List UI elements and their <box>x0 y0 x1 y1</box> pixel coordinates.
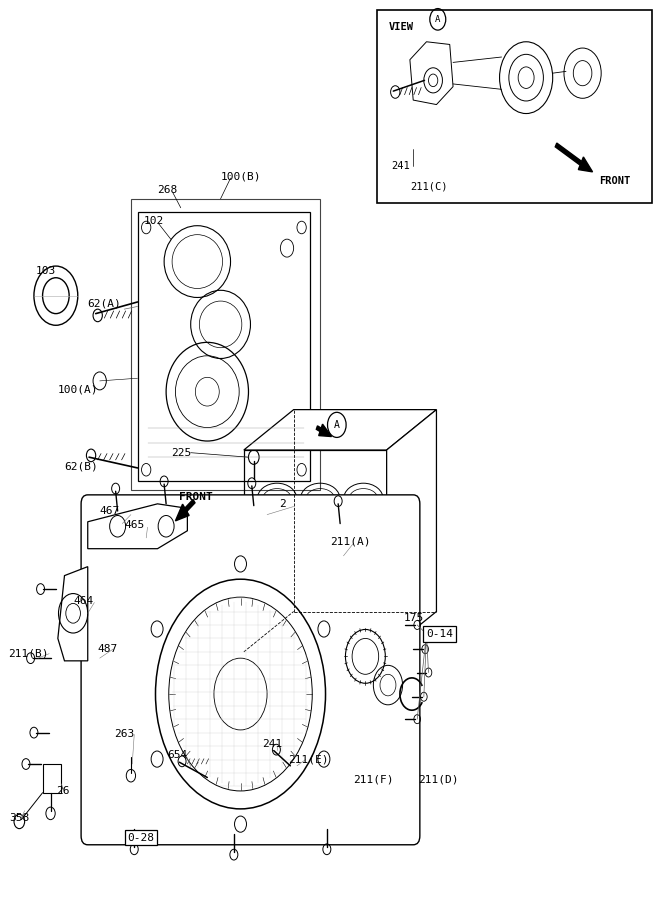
Text: 464: 464 <box>73 596 93 606</box>
Text: A: A <box>435 14 440 23</box>
Text: 211(B): 211(B) <box>8 649 49 659</box>
Text: 175: 175 <box>404 613 424 623</box>
Bar <box>251 572 380 643</box>
Text: VIEW: VIEW <box>389 22 414 32</box>
Text: 100(B): 100(B) <box>221 171 261 181</box>
Polygon shape <box>58 567 88 661</box>
FancyBboxPatch shape <box>81 495 420 845</box>
Text: 0-28: 0-28 <box>127 832 154 842</box>
Text: 263: 263 <box>114 729 135 740</box>
FancyArrow shape <box>316 424 331 436</box>
Text: 241: 241 <box>261 739 282 750</box>
Text: 268: 268 <box>157 184 177 194</box>
Text: 211(F): 211(F) <box>354 774 394 784</box>
Text: 358: 358 <box>9 813 29 823</box>
Text: 2: 2 <box>279 499 285 508</box>
Text: 211(C): 211(C) <box>410 182 448 192</box>
Text: 241: 241 <box>392 161 410 171</box>
Text: 62(A): 62(A) <box>88 299 121 309</box>
Text: 211(A): 211(A) <box>330 536 371 546</box>
Text: 0-14: 0-14 <box>426 629 454 639</box>
FancyArrow shape <box>175 500 195 521</box>
Text: 487: 487 <box>97 644 118 654</box>
Text: 103: 103 <box>36 266 56 275</box>
Text: 225: 225 <box>171 447 191 458</box>
Bar <box>137 212 310 482</box>
FancyArrow shape <box>555 143 592 172</box>
Text: 211(D): 211(D) <box>418 774 459 784</box>
Text: 467: 467 <box>99 506 120 516</box>
Bar <box>131 199 320 491</box>
Bar <box>377 11 652 203</box>
Text: 102: 102 <box>144 216 165 226</box>
Text: A: A <box>334 420 340 430</box>
Text: 465: 465 <box>124 520 145 530</box>
Text: 100(A): 100(A) <box>58 385 98 395</box>
Bar <box>244 450 387 652</box>
Polygon shape <box>88 504 187 549</box>
Text: 26: 26 <box>56 786 69 796</box>
Text: FRONT: FRONT <box>599 176 630 185</box>
Polygon shape <box>244 410 436 450</box>
Text: 211(E): 211(E) <box>288 754 329 764</box>
Polygon shape <box>387 410 436 652</box>
Text: 62(B): 62(B) <box>65 461 98 472</box>
Text: FRONT: FRONT <box>179 491 213 501</box>
Text: 654: 654 <box>167 750 187 760</box>
Bar <box>43 764 61 793</box>
